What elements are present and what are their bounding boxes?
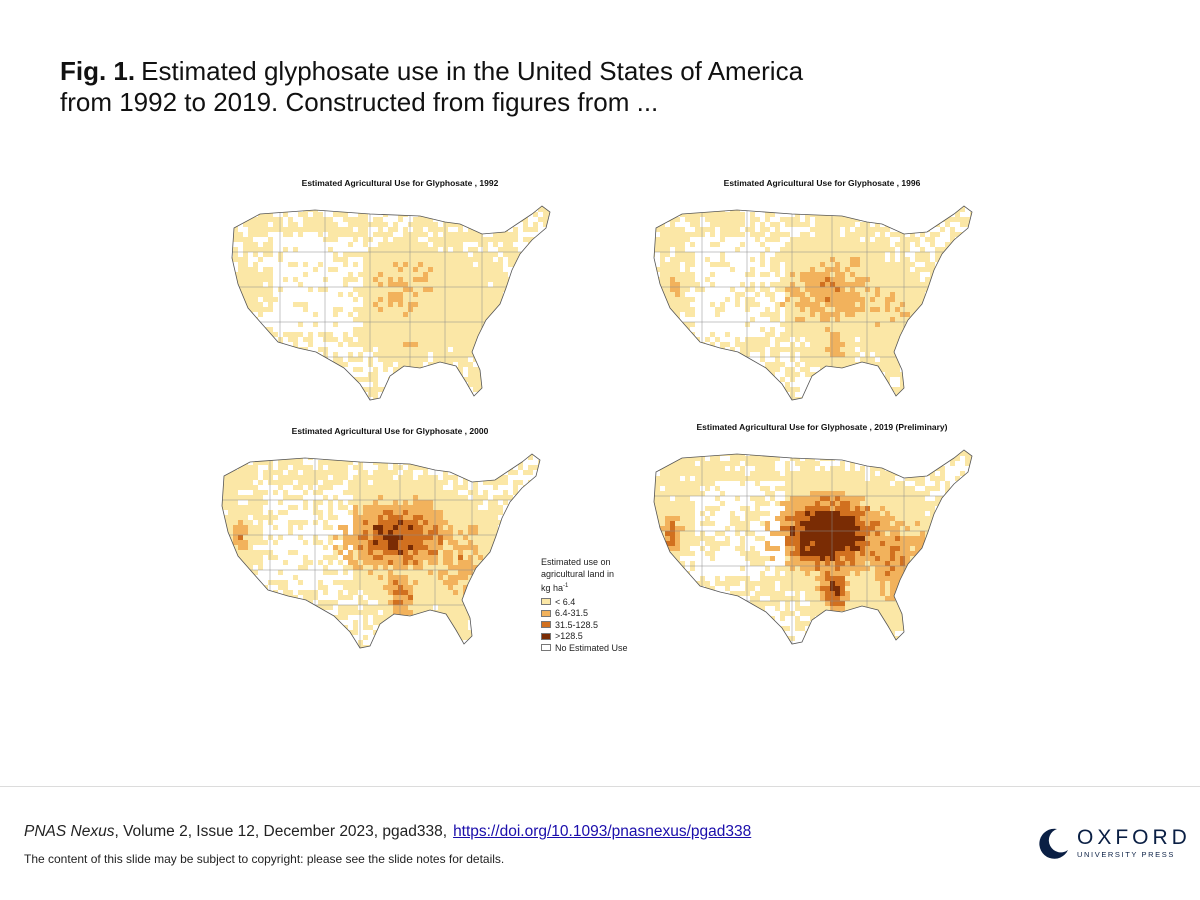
figure-caption: Fig. 1. Estimated glyphosate use in the U… (60, 56, 860, 118)
legend-item: >128.5 (541, 631, 651, 643)
map-panel-1996: Estimated Agricultural Use for Glyphosat… (642, 178, 1002, 418)
us-map-1996 (653, 205, 973, 401)
legend-swatch (541, 644, 551, 652)
legend-swatch (541, 598, 551, 606)
footer-divider (0, 786, 1200, 787)
map-title: Estimated Agricultural Use for Glyphosat… (696, 422, 948, 432)
citation-details: , Volume 2, Issue 12, December 2023, pga… (114, 823, 448, 840)
map-title: Estimated Agricultural Use for Glyphosat… (291, 426, 489, 436)
us-map-2019 (653, 449, 973, 645)
legend-swatch (541, 621, 551, 629)
oxford-logo: OXFORD UNIVERSITY PRESS (1035, 824, 1187, 864)
oxford-crescent-icon (1039, 828, 1068, 859)
map-panel-1992: Estimated Agricultural Use for Glyphosat… (220, 178, 580, 418)
legend-item: 6.4-31.5 (541, 608, 651, 620)
journal-name: PNAS Nexus (24, 823, 115, 840)
map-title: Estimated Agricultural Use for Glyphosat… (723, 178, 921, 188)
map-legend: Estimated use on agricultural land in kg… (541, 556, 651, 654)
copyright-notice: The content of this slide may be subject… (24, 852, 505, 866)
legend-item: 31.5-128.5 (541, 619, 651, 631)
legend-swatch (541, 632, 551, 640)
citation: PNAS Nexus, Volume 2, Issue 12, December… (24, 823, 751, 841)
map-title: Estimated Agricultural Use for Glyphosat… (301, 178, 499, 188)
map-panel-2019: Estimated Agricultural Use for Glyphosat… (642, 422, 1002, 662)
legend-title: Estimated use on agricultural land in kg… (541, 557, 615, 593)
figure-caption-text: Estimated glyphosate use in the United S… (60, 56, 804, 117)
doi-link[interactable]: https://doi.org/10.1093/pnasnexus/pgad33… (453, 823, 752, 840)
legend-item: < 6.4 (541, 596, 651, 608)
figure-label: Fig. 1. (60, 56, 136, 86)
legend-swatch (541, 609, 551, 617)
publisher-subtitle: UNIVERSITY PRESS (1077, 850, 1175, 859)
us-outline (653, 205, 973, 401)
us-map-1992 (231, 205, 551, 401)
publisher-name: OXFORD (1077, 826, 1191, 849)
us-outline (221, 453, 541, 649)
map-panel-2000: Estimated Agricultural Use for Glyphosat… (210, 426, 570, 666)
us-outline (231, 205, 551, 401)
legend-item: No Estimated Use (541, 642, 651, 654)
us-outline (653, 449, 973, 645)
us-map-2000 (221, 453, 541, 649)
